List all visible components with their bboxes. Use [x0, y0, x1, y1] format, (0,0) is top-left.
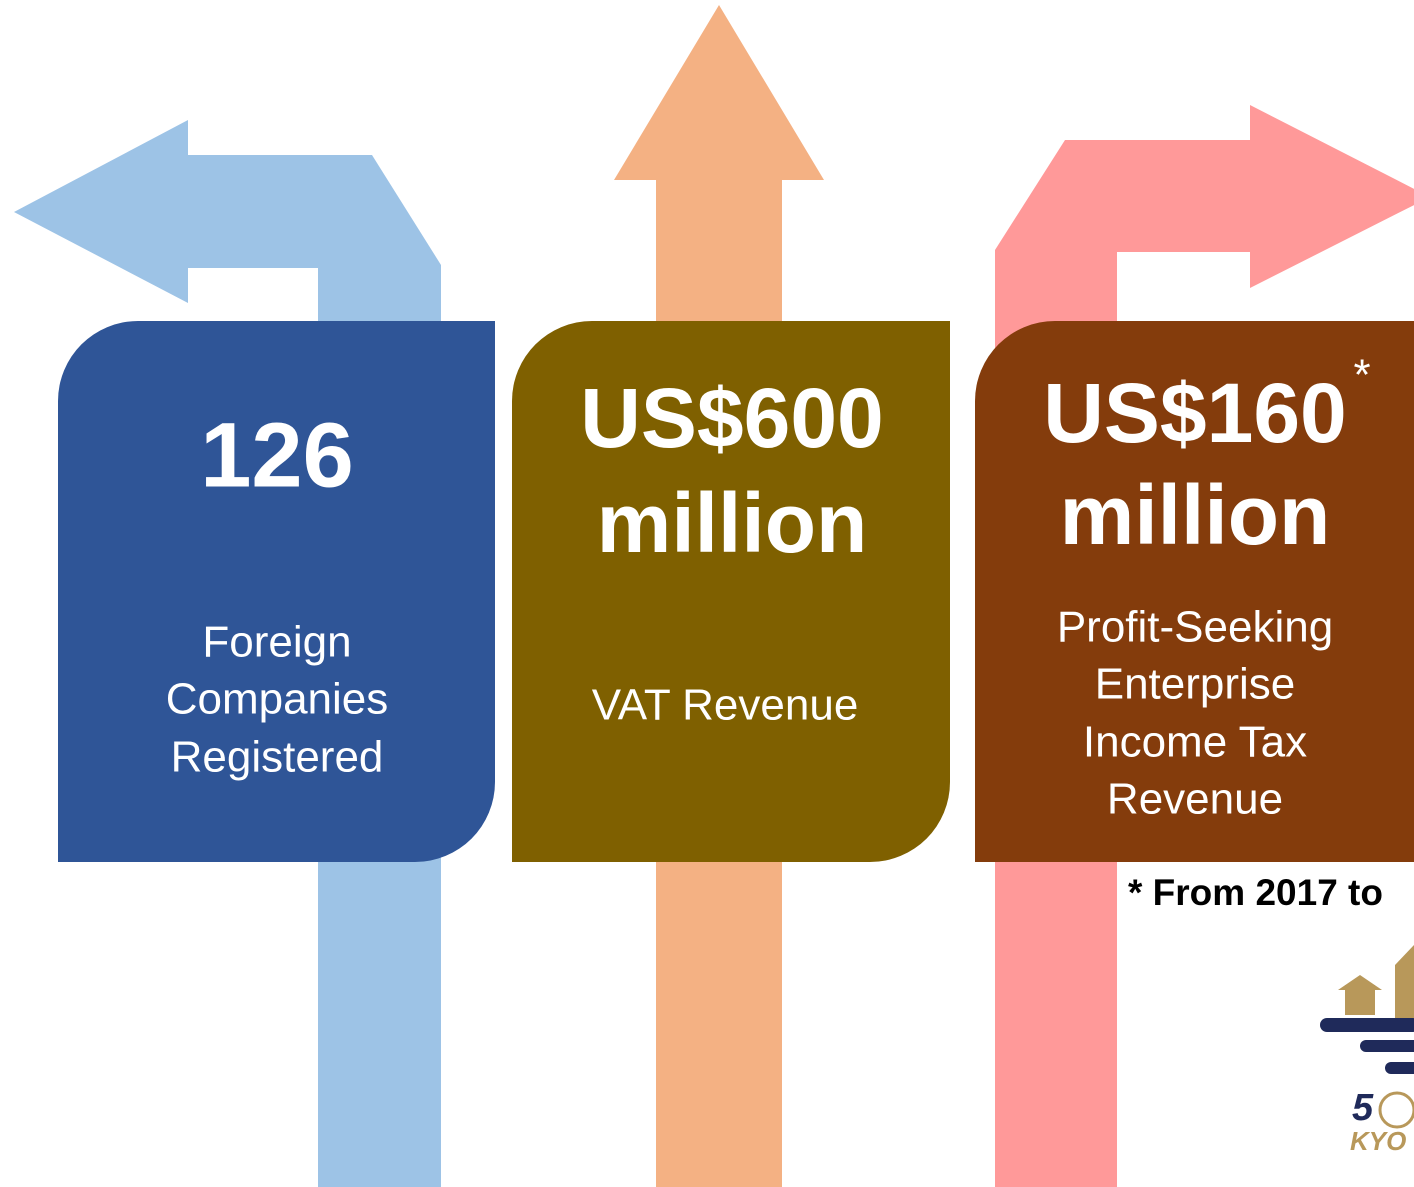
- logo-roof: [1338, 975, 1382, 990]
- caption: Companies: [166, 675, 389, 724]
- caption: Income Tax: [1083, 718, 1307, 767]
- caption: Registered: [171, 733, 384, 782]
- footnote-marker: *: [1353, 351, 1370, 400]
- logo-band: [1360, 1040, 1414, 1052]
- caption: Profit-Seeking: [1057, 603, 1333, 652]
- logo-band: [1385, 1062, 1414, 1074]
- headline: 126: [200, 404, 354, 506]
- headline: US$600: [580, 371, 884, 465]
- card-brown: [975, 321, 1414, 862]
- caption: Foreign: [202, 618, 351, 667]
- caption: Enterprise: [1095, 660, 1296, 709]
- caption: VAT Revenue: [592, 681, 859, 730]
- footnote: * From 2017 to: [1128, 872, 1383, 913]
- logo-tower: [1395, 945, 1414, 1020]
- logo-band: [1320, 1018, 1414, 1032]
- card-olive: [512, 321, 950, 862]
- logo-name: KYO: [1350, 1126, 1406, 1156]
- logo: 5 KYO: [1320, 945, 1414, 1156]
- headline: million: [597, 476, 868, 570]
- logo-number: 5: [1352, 1087, 1374, 1129]
- headline: million: [1060, 468, 1331, 562]
- headline: US$160: [1043, 366, 1347, 460]
- caption: Revenue: [1107, 775, 1283, 824]
- card-blue: [58, 321, 495, 862]
- logo-seal: [1378, 1091, 1414, 1129]
